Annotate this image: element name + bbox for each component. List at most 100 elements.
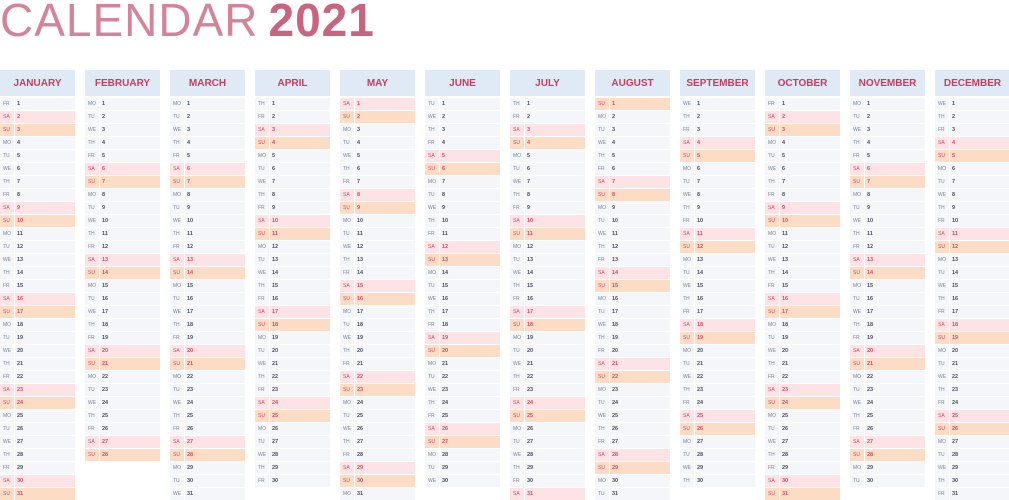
day-number: 16 [612,296,619,302]
day-number: 2 [697,114,701,120]
day-row: FR 12 [170,241,245,253]
weekday: SA [258,127,265,133]
weekday: SU [428,257,435,263]
separator [779,267,780,279]
day-number: 3 [442,127,446,133]
separator [694,254,695,266]
day-number: 1 [867,101,871,107]
weekday: MO [428,452,437,458]
day-number: 4 [782,140,786,146]
separator [524,397,525,409]
month-column: OCTOBER FR 1 SA 2 SU 3 MO 4 TU 5 WE 6 TH 7 FR 8 SA 9 SU 10 MO… [765,70,840,500]
weekday: TH [938,387,945,393]
day-number: 7 [187,179,191,185]
weekday: WE [938,192,947,198]
separator [354,475,355,487]
day-number: 19 [102,335,109,341]
day-number: 14 [612,270,619,276]
day-row: TU 2 [170,111,245,123]
weekday: FR [3,101,10,107]
day-number: 29 [697,465,704,471]
day-row: WE 13 [0,254,75,266]
day-number: 17 [612,309,619,315]
day-row: SA 24 [255,397,330,409]
day-number: 1 [272,101,276,107]
day-row: WE 12 [340,241,415,253]
separator [184,306,185,318]
weekday: FR [343,270,350,276]
weekday: SU [938,335,945,341]
day-row: FR 22 [765,371,840,383]
weekday: TU [853,205,860,211]
separator [779,98,780,110]
separator [269,423,270,435]
day-number: 7 [527,179,531,185]
day-number: 17 [782,309,789,315]
day-row: TH 9 [680,202,755,214]
separator [524,449,525,461]
day-row: TH 9 [935,202,1009,214]
weekday: MO [938,166,947,172]
weekday: SU [513,140,520,146]
month-name: JULY [510,70,585,96]
separator [14,293,15,305]
day-row: SA 8 [340,189,415,201]
day-row: TH 7 [0,176,75,188]
day-number: 1 [102,101,106,107]
day-number: 27 [782,439,789,445]
separator [949,488,950,500]
day-row: SU 14 [170,267,245,279]
day-number: 3 [782,127,786,133]
weekday: SU [768,127,775,133]
separator [184,449,185,461]
separator [184,98,185,110]
weekday: SA [938,140,945,146]
day-number: 14 [697,270,704,276]
day-number: 30 [782,478,789,484]
day-row: FR 15 [765,280,840,292]
day-number: 24 [272,400,279,406]
day-row: FR 6 [595,163,670,175]
separator [439,332,440,344]
day-number: 17 [102,309,109,315]
day-row: TH 10 [425,215,500,227]
separator [524,319,525,331]
day-row: WE 24 [850,397,925,409]
weekday: WE [343,426,352,432]
day-number: 8 [442,192,446,198]
separator [524,163,525,175]
weekday: SU [343,387,350,393]
separator [864,449,865,461]
day-number: 15 [272,283,279,289]
day-row: MO 8 [850,189,925,201]
separator [269,371,270,383]
separator [694,332,695,344]
day-number: 18 [697,322,704,328]
separator [949,150,950,162]
weekday: FR [938,218,945,224]
weekday: WE [88,309,97,315]
day-number: 16 [527,296,534,302]
day-number: 20 [442,348,449,354]
weekday: FR [3,192,10,198]
weekday: TH [343,348,350,354]
separator [99,293,100,305]
separator [864,137,865,149]
weekday: SA [683,413,690,419]
weekday: WE [173,400,182,406]
day-number: 19 [17,335,24,341]
day-number: 22 [952,374,959,380]
day-number: 27 [952,439,959,445]
day-number: 20 [357,348,364,354]
day-row: SU 5 [680,150,755,162]
day-row: MO 26 [510,423,585,435]
day-row: WE 6 [0,163,75,175]
day-row: SA 4 [935,137,1009,149]
day-row: MO 1 [850,98,925,110]
day-row: SU 4 [255,137,330,149]
weekday: TU [768,244,775,250]
separator [184,241,185,253]
day-number: 5 [17,153,21,159]
separator [439,358,440,370]
day-number: 18 [782,322,789,328]
